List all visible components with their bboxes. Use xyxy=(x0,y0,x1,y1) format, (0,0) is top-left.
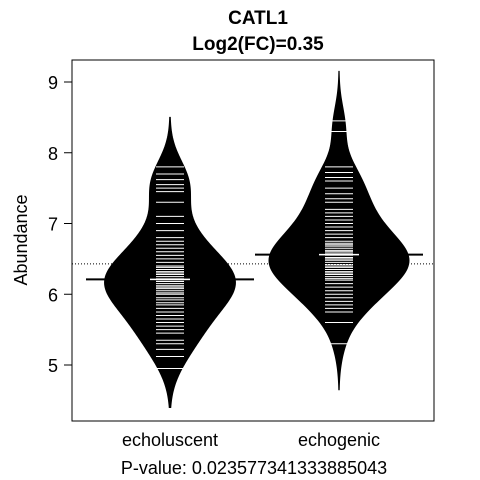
x-axis-labels: echoluscent echogenic xyxy=(122,430,380,450)
y-tick-label: 9 xyxy=(48,73,58,93)
chart-subtitle: Log2(FC)=0.35 xyxy=(192,34,324,55)
y-axis-label: Abundance xyxy=(11,194,31,285)
x-tick-label-echoluscent: echoluscent xyxy=(122,430,218,450)
p-value-footer: P-value: 0.023577341333885043 xyxy=(121,458,387,478)
y-tick-label: 5 xyxy=(48,356,58,376)
plot-area xyxy=(72,70,434,408)
y-tick-label: 8 xyxy=(48,144,58,164)
y-axis: 5 6 7 8 9 xyxy=(48,73,73,376)
x-tick-label-echogenic: echogenic xyxy=(298,430,380,450)
y-tick-label: 6 xyxy=(48,285,58,305)
chart-title: CATL1 xyxy=(228,8,288,29)
y-tick-label: 7 xyxy=(48,215,58,235)
